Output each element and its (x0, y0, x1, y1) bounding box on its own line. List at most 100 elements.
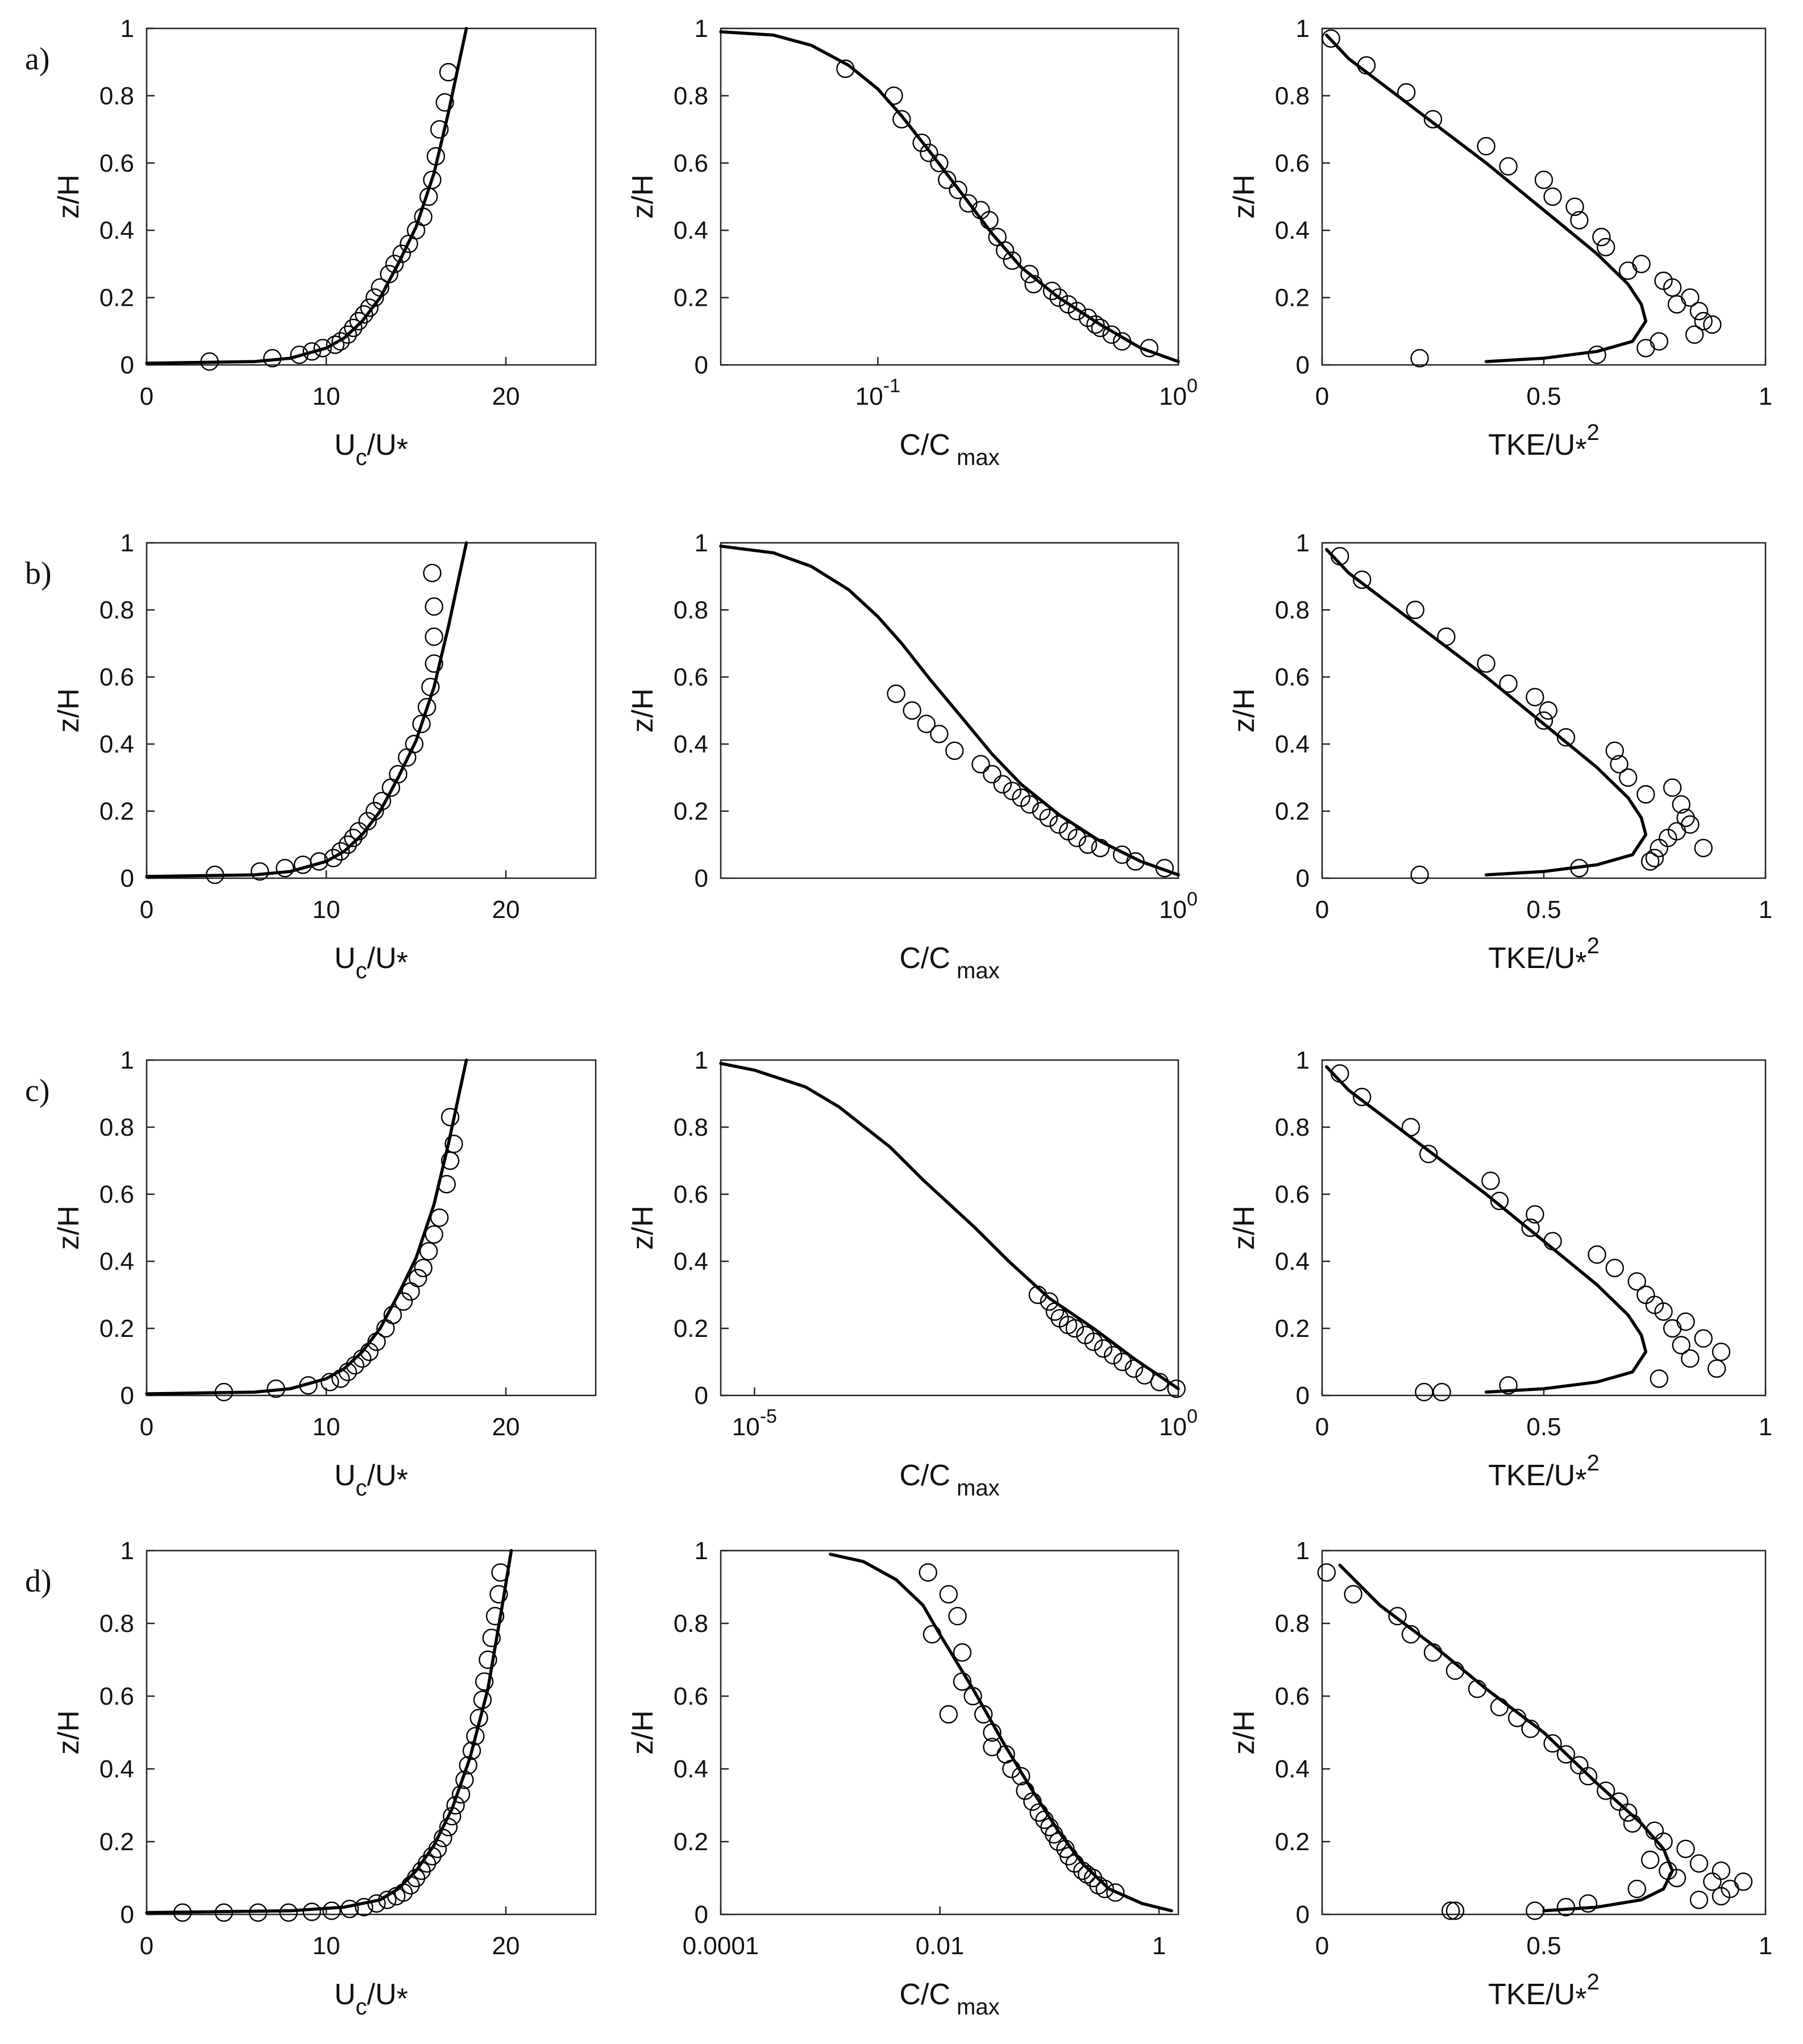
data-point (980, 211, 999, 230)
data-point (290, 346, 309, 364)
x-tick-label: 20 (492, 1413, 520, 1441)
x-tick-label: 0 (1315, 1413, 1329, 1441)
data-point (365, 288, 384, 307)
data-point (1539, 701, 1558, 720)
data-point (937, 171, 957, 189)
data-point (1636, 1285, 1655, 1304)
y-tick-label: 0 (121, 351, 134, 379)
data-point (1618, 1803, 1638, 1822)
plot-area (146, 27, 597, 366)
y-tick-label: 0 (695, 865, 708, 892)
data-point (421, 678, 440, 696)
data-point (414, 1258, 433, 1278)
y-tick-label: 0.8 (99, 596, 134, 624)
data-point (455, 1770, 474, 1789)
y-tick-label: 0.4 (674, 1755, 708, 1783)
data-point (1650, 332, 1669, 351)
data-point (1049, 815, 1068, 834)
y-tick-label: 1 (121, 1537, 134, 1565)
data-point (1534, 171, 1553, 189)
data-point (1521, 1719, 1540, 1738)
data-point (1397, 83, 1416, 102)
y-tick-label: 0.8 (1275, 1114, 1310, 1141)
x-tick-label: 0 (140, 1932, 153, 1960)
data-point (920, 143, 938, 163)
panel-3: 0 0.2 0.4 0.6 0.8 1 0 0.5 1 TKE/U*2 z/H (1228, 15, 1772, 466)
y-tick-label: 1 (1296, 1537, 1310, 1565)
data-point (425, 627, 443, 646)
y-tick-label: 0.8 (99, 82, 134, 110)
data-point (993, 775, 1012, 794)
y-axis-label: z/H (1228, 1710, 1261, 1755)
data-point (930, 153, 949, 172)
data-point (353, 1349, 372, 1368)
data-point (887, 684, 905, 703)
y-tick-label: 0.2 (674, 1315, 708, 1343)
x-axis-label: C/C max (899, 942, 999, 983)
data-point (1645, 849, 1664, 867)
data-point (1636, 339, 1655, 358)
panel-5: 0 0.2 0.4 0.6 0.8 1 100 C/C max z/H (626, 529, 1198, 983)
data-point (441, 1108, 460, 1127)
data-point (1140, 339, 1159, 358)
data-point (1040, 1292, 1059, 1311)
data-point (313, 339, 332, 358)
data-point (1003, 251, 1022, 270)
data-point (1681, 288, 1700, 307)
data-point (324, 849, 343, 867)
data-point (1681, 1349, 1700, 1368)
y-tick-label: 0.6 (1275, 1181, 1310, 1208)
y-tick-label: 0.8 (674, 82, 708, 110)
data-point (971, 755, 990, 774)
model-curve (829, 1552, 1173, 1913)
y-tick-label: 0.8 (1275, 1610, 1310, 1638)
data-point (1150, 1373, 1169, 1391)
y-tick-label: 0.6 (99, 1682, 134, 1710)
data-point (923, 1625, 942, 1644)
data-point (378, 1891, 397, 1909)
data-point (939, 1705, 958, 1724)
data-point (953, 1643, 972, 1662)
x-tick-label: 0.5 (1526, 896, 1561, 924)
data-point (394, 1292, 413, 1311)
data-point (367, 1894, 386, 1913)
y-tick-label: 0 (1296, 865, 1310, 892)
data-point (1534, 711, 1553, 730)
y-tick-label: 0.2 (99, 284, 134, 312)
model-curve (719, 1062, 1180, 1390)
data-point (1406, 600, 1425, 620)
y-axis-label: z/H (626, 1710, 659, 1755)
data-point (1672, 1336, 1691, 1355)
data-point (1588, 1245, 1606, 1264)
data-point (250, 862, 269, 881)
data-point (428, 1839, 447, 1859)
data-point (1084, 1332, 1103, 1351)
data-point (1694, 311, 1713, 331)
y-tick-label: 0.2 (1275, 797, 1310, 825)
x-tick-label: 0.5 (1526, 383, 1561, 410)
data-point (1357, 56, 1376, 75)
data-point (1042, 281, 1062, 300)
data-point (1415, 1382, 1434, 1402)
y-tick-label: 0.2 (674, 1828, 708, 1856)
y-tick-label: 0.2 (1275, 1828, 1310, 1856)
y-tick-label: 0.2 (99, 1828, 134, 1856)
plot-area (146, 542, 597, 879)
data-point (1481, 1171, 1500, 1190)
data-point (358, 812, 377, 830)
data-point (1711, 1887, 1731, 1906)
data-point (1685, 325, 1704, 344)
data-point (930, 725, 949, 743)
y-tick-label: 0.6 (99, 1181, 134, 1208)
data-point (355, 1897, 373, 1917)
y-tick-label: 0 (121, 1901, 134, 1929)
data-point (884, 86, 903, 105)
model-curve (1325, 34, 1648, 363)
data-point (1020, 795, 1039, 814)
data-point (1618, 261, 1638, 280)
data-point (444, 1135, 463, 1153)
data-point (322, 1901, 341, 1920)
